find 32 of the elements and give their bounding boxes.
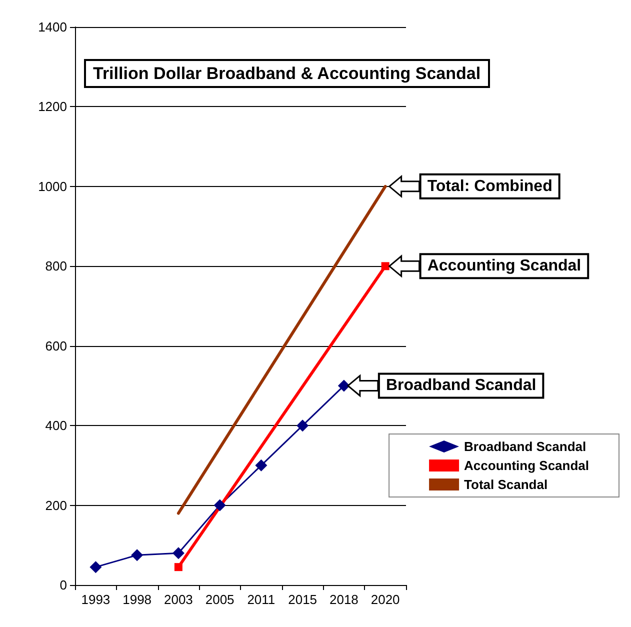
y-tick-label: 1400 xyxy=(38,20,67,34)
point xyxy=(338,380,350,392)
legend-label: Accounting Scandal xyxy=(464,458,590,473)
annotation: Accounting Scandal xyxy=(427,258,582,275)
y-tick-label: 200 xyxy=(45,498,67,513)
y-tick-label: 1200 xyxy=(38,99,67,114)
y-tick-label: 600 xyxy=(45,338,67,354)
x-tick-label: 1993 xyxy=(81,592,110,607)
point xyxy=(172,547,184,560)
x-tick-label: 2018 xyxy=(329,592,358,607)
legend-label: Broadband Scandal xyxy=(464,439,586,454)
y-tick-label: 0 xyxy=(60,578,67,592)
annotation: Broadband Scandal xyxy=(386,377,536,394)
x-tick-label: 2020 xyxy=(370,592,400,607)
x-tick-label: 2011 xyxy=(247,592,276,607)
point xyxy=(131,549,144,562)
point xyxy=(296,420,309,432)
x-tick-label: 2005 xyxy=(205,592,234,607)
x-tick-label: 1998 xyxy=(122,592,152,607)
x-tick-label: 2003 xyxy=(164,592,193,607)
text: Trillion Dollar Broadband & Accounting Scandal xyxy=(93,64,481,83)
y-tick-label: 1000 xyxy=(38,178,67,194)
point xyxy=(90,561,102,574)
x-tick-label: 2015 xyxy=(288,592,318,607)
point xyxy=(174,563,182,572)
point xyxy=(214,499,226,512)
point xyxy=(255,459,268,472)
y-tick-label: 400 xyxy=(45,418,67,434)
y-tick-label: 800 xyxy=(45,258,67,274)
point xyxy=(381,262,390,270)
legend-label: Total Scandal xyxy=(464,477,548,492)
annotation: Total: Combined xyxy=(427,178,552,195)
